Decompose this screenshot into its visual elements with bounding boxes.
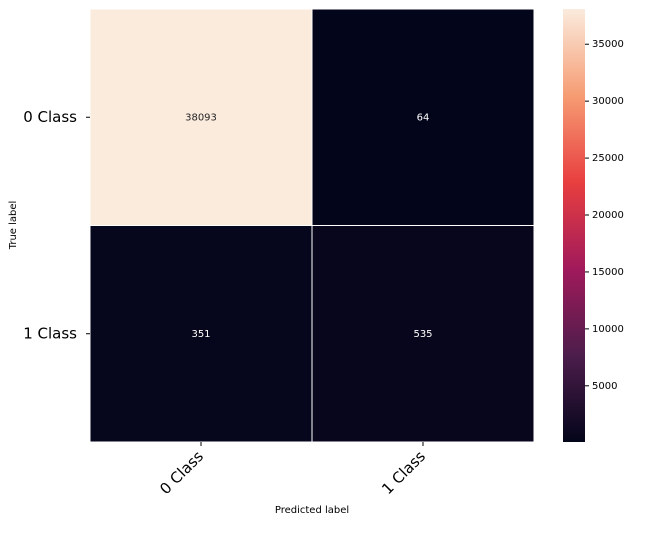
colorbar-tick-label: 35000 <box>592 39 624 50</box>
x-tick-label: 0 Class <box>156 447 207 498</box>
colorbar-tick-label: 20000 <box>592 210 624 221</box>
colorbar <box>563 9 585 442</box>
y-axis-label: True label <box>8 201 19 251</box>
y-tick-label: 1 Class <box>23 324 77 342</box>
cell-value-label: 38093 <box>185 112 217 123</box>
cell-value-label: 351 <box>191 329 210 340</box>
heatmap-cell <box>89 225 313 443</box>
x-axis-label: Predicted label <box>275 505 349 516</box>
colorbar-tick-label: 25000 <box>592 153 624 164</box>
colorbar-tick-label: 5000 <box>592 381 617 392</box>
colorbar-tick-label: 30000 <box>592 96 624 107</box>
heatmap-cell <box>89 8 313 226</box>
x-tick-label: 1 Class <box>378 447 429 498</box>
heatmap-cell <box>311 225 535 443</box>
cell-value-label: 64 <box>417 112 430 123</box>
cell-value-label: 535 <box>413 329 432 340</box>
colorbar-tick-label: 15000 <box>592 267 624 278</box>
y-tick-label: 0 Class <box>23 108 77 126</box>
heatmap-cell <box>311 8 535 226</box>
colorbar-tick-label: 10000 <box>592 324 624 335</box>
